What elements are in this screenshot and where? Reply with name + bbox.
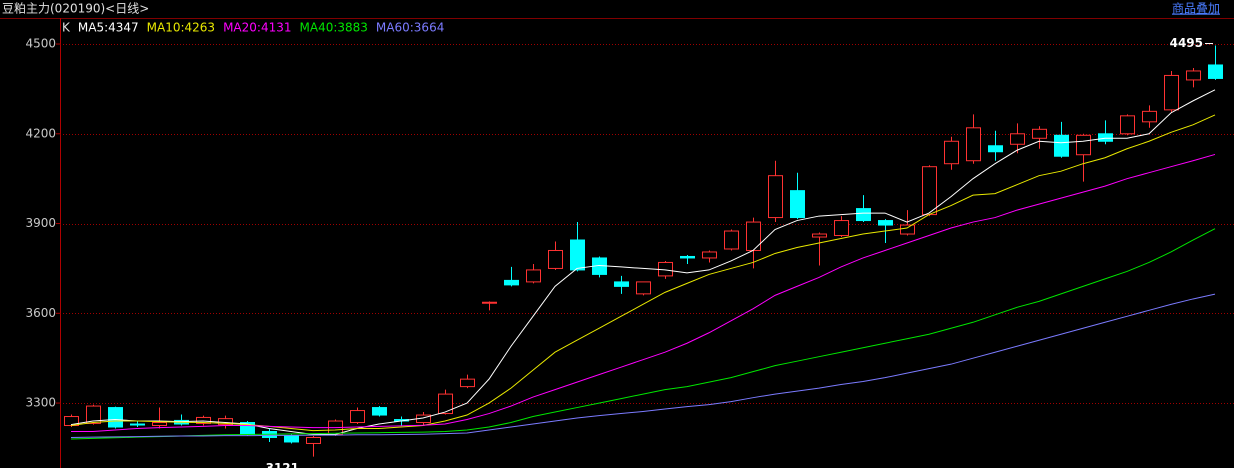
candle-body — [834, 220, 849, 237]
candle-body — [1010, 133, 1025, 145]
candle-body — [746, 221, 761, 251]
candle-body — [548, 249, 563, 269]
candle-body — [988, 145, 1003, 153]
candle-body — [306, 436, 321, 444]
candle-body — [614, 281, 629, 287]
candle-body — [438, 393, 453, 415]
ma-line — [70, 293, 1216, 438]
ma-line — [71, 153, 1216, 432]
y-tick-label: 3900 — [25, 216, 56, 230]
candle-body — [1032, 128, 1047, 139]
candle-body — [966, 127, 981, 162]
ma-line — [70, 228, 1216, 440]
candle-body — [922, 166, 937, 216]
candle-body — [702, 251, 717, 259]
candle-body — [1076, 134, 1091, 156]
legend-entry: MA5:4347 — [78, 21, 139, 35]
candle-body — [526, 269, 541, 283]
candle-body — [790, 190, 805, 219]
candle-body — [152, 422, 167, 427]
candle-body — [130, 423, 145, 426]
low-label: 3121 — [266, 461, 299, 468]
legend-entry: MA60:3664 — [376, 21, 444, 35]
candle-body — [570, 239, 585, 271]
candle-body — [1120, 115, 1135, 135]
candle-body — [856, 208, 871, 222]
candle-body — [86, 405, 101, 424]
candle-body — [680, 255, 695, 259]
candle-body — [768, 175, 783, 219]
candle-body — [1054, 134, 1069, 157]
legend-entry: MA10:4263 — [147, 21, 215, 35]
candle-body — [900, 224, 915, 235]
candle-body — [108, 407, 123, 428]
y-tick-label: 4200 — [25, 126, 56, 140]
candle-body — [1098, 133, 1113, 142]
candle-body — [284, 435, 299, 443]
candle-body — [812, 233, 827, 238]
chart-title: 豆粕主力(020190)<日线> — [2, 1, 149, 16]
candle-body — [482, 301, 497, 304]
legend-entry: K — [62, 21, 71, 35]
candle-body — [504, 279, 519, 286]
y-tick-label: 4500 — [25, 37, 56, 51]
candle-body — [944, 140, 959, 165]
overlay-link[interactable]: 商品叠加 — [1172, 1, 1220, 16]
candle-body — [1142, 110, 1157, 123]
candle-body — [724, 230, 739, 250]
candle-body — [1164, 74, 1179, 111]
legend-entry: MA20:4131 — [223, 21, 291, 35]
legend-entry: MA40:3883 — [300, 21, 368, 35]
ma-line — [70, 89, 1216, 435]
candle-body — [372, 407, 387, 416]
candle-body — [1186, 70, 1201, 81]
high-label: 4495 — [1170, 36, 1203, 50]
candle-body — [196, 416, 211, 424]
candle-body — [1208, 64, 1223, 79]
y-tick-label: 3600 — [25, 306, 56, 320]
candle-body — [878, 220, 893, 226]
candle-body — [636, 281, 651, 295]
candle-body — [350, 410, 365, 424]
y-tick-label: 3300 — [25, 396, 56, 410]
candle-body — [460, 378, 475, 388]
